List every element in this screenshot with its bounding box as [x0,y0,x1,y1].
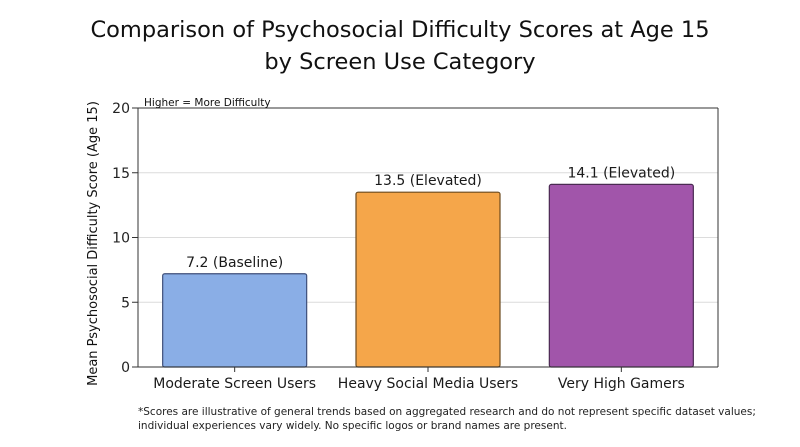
y-axis-label: Mean Psychosocial Difficulty Score (Age … [86,101,101,386]
bar-data-label: 7.2 (Baseline) [186,255,283,271]
chart-title-line-2: by Screen Use Category [264,49,536,75]
x-tick-label: Moderate Screen Users [153,376,316,392]
x-tick-label: Very High Gamers [558,376,685,392]
annotation-higher-more-difficulty: Higher = More Difficulty [144,97,271,109]
bar [548,183,694,368]
y-tick-label: 0 [121,360,130,376]
bar-data-label: 13.5 (Elevated) [374,173,482,189]
bars [162,183,694,368]
y-tick-label: 15 [112,166,130,182]
axes [132,107,719,372]
bar [162,273,308,368]
labels: 0 5 10 15 20 7.2 (Baseline) Moderate Screen Us… [86,97,685,392]
footnote: *Scores are illustrative of general tren… [138,405,793,433]
y-tick-label: 10 [112,231,130,247]
y-tick-label: 20 [112,101,130,117]
x-tick-label: Heavy Social Media Users [338,376,518,392]
y-tick-label: 5 [121,295,130,311]
chart-title: Comparison of Psychosocial Difficulty Sc… [0,14,800,78]
footnote-line-1: *Scores are illustrative of general tren… [138,406,756,418]
bar-data-label: 14.1 (Elevated) [567,165,675,181]
footnote-line-2: individual experiences vary widely. No s… [138,420,567,432]
chart-title-line-1: Comparison of Psychosocial Difficulty Sc… [90,17,710,43]
bar [355,191,501,368]
